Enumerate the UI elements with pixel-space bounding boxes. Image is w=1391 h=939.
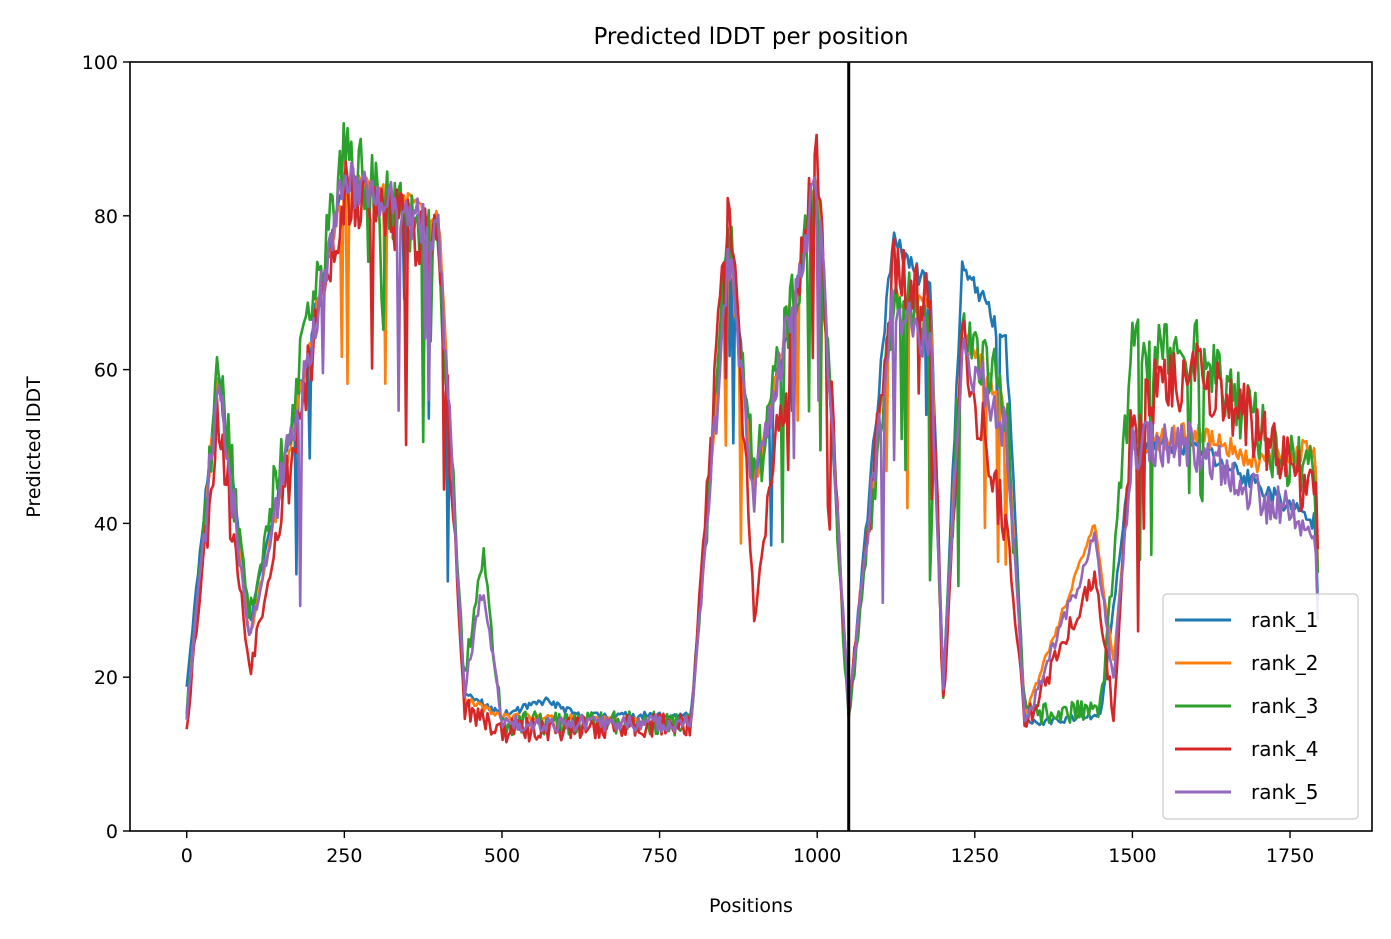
x-tick-label: 1000 [793, 845, 841, 867]
x-axis-label: Positions [709, 895, 793, 917]
legend-box [1162, 593, 1359, 820]
y-tick-label: 80 [94, 206, 118, 228]
x-tick-label: 1500 [1108, 845, 1156, 867]
chart-title: Predicted lDDT per position [593, 24, 908, 50]
y-tick-label: 20 [94, 667, 118, 689]
y-tick-label: 0 [106, 821, 118, 843]
legend-label-rank_3: rank_3 [1251, 694, 1318, 718]
x-tick-label: 750 [641, 845, 677, 867]
legend: rank_1 rank_2 rank_3 rank_4 rank_5 [1162, 593, 1359, 820]
series-line-rank_5 [185, 161, 1320, 734]
legend-label-rank_5: rank_5 [1251, 780, 1318, 804]
legend-label-rank_1: rank_1 [1251, 608, 1318, 632]
plot-frame [129, 61, 1373, 832]
y-axis-label: Predicted lDDT [23, 376, 45, 518]
y-tick-label: 100 [82, 52, 118, 74]
y-tick-label: 60 [94, 360, 118, 382]
x-tick-label: 1250 [951, 845, 999, 867]
legend-label-rank_4: rank_4 [1251, 737, 1318, 761]
x-tick-label: 1750 [1266, 845, 1314, 867]
series-line-rank_4 [185, 133, 1320, 744]
x-tick-label: 0 [181, 845, 193, 867]
series-group [185, 121, 1320, 744]
legend-label-rank_2: rank_2 [1251, 651, 1318, 675]
plot-area: 0 250 500 750 1000 1250 1500 1750 0 20 40 60 80 100 [82, 52, 1373, 867]
y-tick-label: 40 [94, 513, 118, 535]
x-tick-label: 250 [326, 845, 362, 867]
x-tick-label: 500 [484, 845, 520, 867]
